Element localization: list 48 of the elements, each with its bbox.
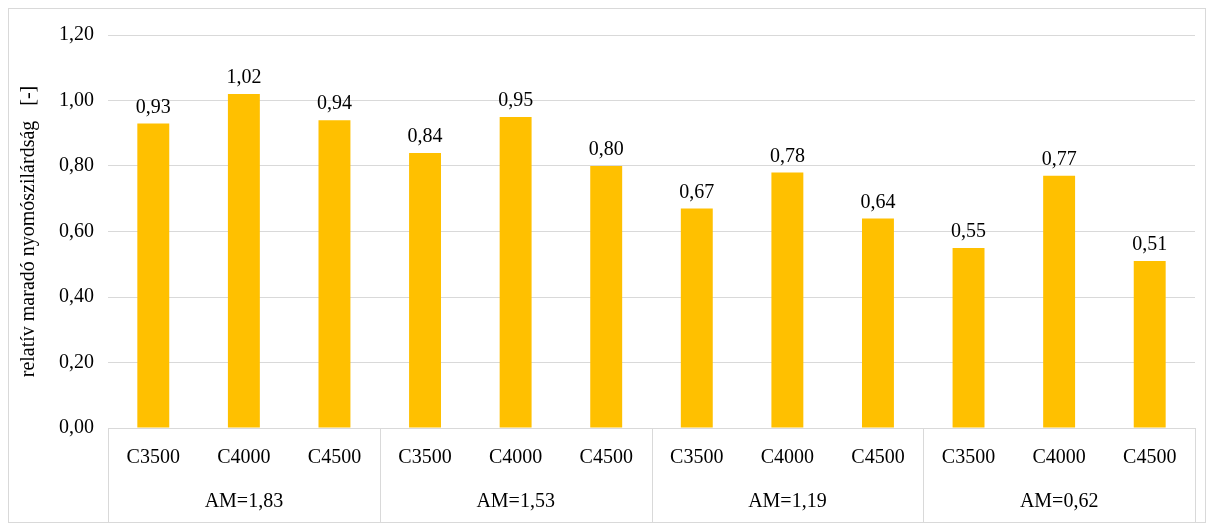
data-label: 0,84 [407,124,443,147]
x-tick-label: C4000 [760,445,815,468]
bar [590,166,623,428]
text: AM=1,53 [476,489,555,512]
y-tick-label: 1,20 [59,22,94,45]
y-axis-title: relatív maradó nyomószilárdság [-] [16,85,40,378]
data-label: 0,95 [498,88,534,111]
data-label: 0,78 [769,143,805,166]
data-label: 0,94 [316,91,352,114]
bar [680,208,713,428]
data-label: 0,55 [951,219,987,242]
y-tick-label: 0,20 [59,349,94,372]
bar [1043,175,1076,428]
y-tick-label: 0,80 [59,153,94,176]
x-tick-label: C3500 [126,445,180,468]
x-tick-label: C3500 [670,445,724,468]
y-tick-label: 1,00 [59,87,94,110]
bar [227,93,260,428]
bar [1133,260,1166,428]
x-tick-label: C4500 [851,445,905,468]
x-tick-label: C4000 [217,445,271,468]
data-label: 0,67 [679,179,715,202]
y-tick-label: 0,00 [59,415,94,438]
text: AM=1,83 [204,489,284,512]
bar [499,116,532,428]
data-label: 0,51 [1132,232,1168,255]
y-tick-label: 0,40 [59,284,94,307]
bar [771,172,804,428]
x-tick-label: C4500 [579,445,633,468]
x-tick-label: C4500 [307,445,362,468]
bar [318,120,351,428]
data-label: 0,64 [860,189,896,212]
bar [137,123,170,428]
data-label: 1,02 [226,65,262,88]
bar [952,247,985,428]
x-tick-label: C4000 [1032,445,1086,468]
bar [861,218,894,428]
data-label: 0,77 [1041,147,1077,170]
data-label: 0,93 [135,94,171,117]
data-label: 0,80 [588,137,624,160]
x-tick-label: C3500 [398,445,452,468]
text: AM=1,19 [748,489,827,512]
text: AM=0,62 [1019,489,1099,512]
x-tick-label: C3500 [941,445,996,468]
x-tick-label: C4000 [488,445,543,468]
bar [409,152,442,428]
x-tick-label: C4500 [1123,445,1177,468]
y-tick-label: 0,60 [59,218,94,241]
